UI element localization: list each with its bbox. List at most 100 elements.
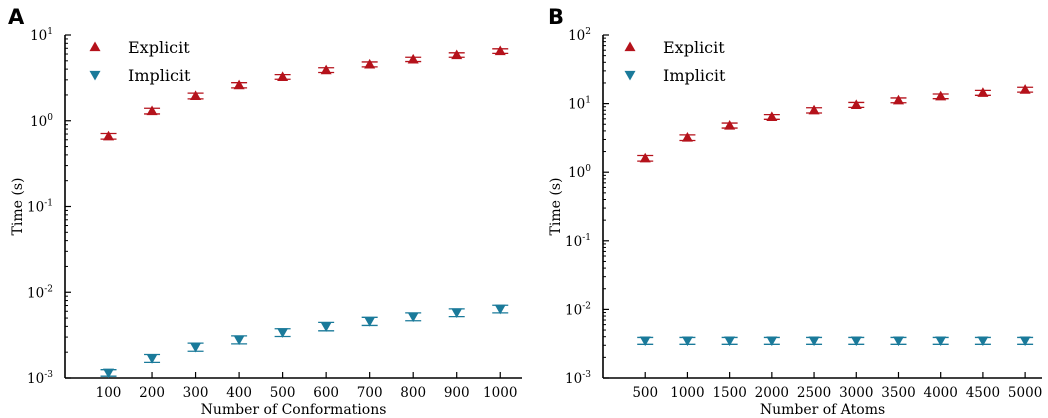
x-tick-label: 100 [96, 385, 122, 401]
y-tick-label: 101 [30, 27, 53, 44]
y-tick-exponent: -3 [44, 370, 53, 380]
y-tick-base: 10 [568, 28, 585, 44]
y-tick-exponent: 1 [47, 27, 53, 37]
x-tick-label: 1000 [483, 385, 517, 401]
data-point-implicit [681, 336, 693, 347]
data-point-implicit [1019, 336, 1031, 347]
data-point-explicit [146, 105, 158, 116]
y-tick-base: 10 [30, 28, 47, 44]
y-tick-base: 10 [568, 165, 585, 181]
legend-label: Explicit [128, 38, 190, 57]
x-tick-label: 5000 [1008, 385, 1042, 401]
data-point-implicit [451, 308, 463, 319]
y-tick-label: 100 [30, 113, 53, 130]
legend-label: Implicit [663, 66, 726, 85]
data-point-implicit [766, 336, 778, 347]
data-point-explicit [103, 130, 115, 141]
data-point-implicit [407, 312, 419, 323]
legend-marker-implicit [624, 70, 636, 81]
data-point-explicit [451, 49, 463, 60]
data-point-explicit [407, 53, 419, 64]
x-tick-label: 3500 [881, 385, 915, 401]
y-tick-base: 10 [565, 371, 582, 387]
y-tick-exponent: 2 [585, 27, 591, 37]
y-tick-exponent: 0 [585, 164, 591, 174]
y-axis-label: Time (s) [548, 178, 564, 236]
data-point-explicit [681, 132, 693, 142]
x-tick-label: 4000 [924, 385, 958, 401]
x-tick-label: 1000 [670, 385, 704, 401]
data-point-implicit [892, 336, 904, 347]
y-tick-base: 10 [565, 234, 582, 250]
panel-letter: A [8, 5, 25, 29]
data-point-implicit [935, 336, 947, 347]
y-tick-exponent: -2 [582, 301, 591, 311]
data-point-explicit [766, 111, 778, 122]
y-tick-base: 10 [27, 285, 44, 301]
x-tick-label: 200 [139, 385, 165, 401]
legend-label: Explicit [663, 38, 725, 57]
data-point-explicit [277, 71, 289, 81]
data-point-implicit [146, 354, 158, 364]
x-axis-label: Number of Conformations [201, 402, 387, 418]
y-tick-label: 10-3 [27, 370, 53, 387]
data-point-implicit [190, 342, 202, 353]
legend-label: Implicit [128, 66, 191, 85]
y-tick-label: 10-2 [565, 301, 591, 318]
data-point-explicit [935, 90, 947, 101]
y-tick-base: 10 [27, 371, 44, 387]
data-point-implicit [277, 328, 289, 338]
data-point-explicit [320, 64, 332, 75]
data-point-implicit [494, 304, 506, 315]
data-point-implicit [233, 335, 245, 346]
x-tick-label: 1500 [712, 385, 746, 401]
x-tick-label: 500 [632, 385, 658, 401]
data-point-implicit [724, 336, 736, 347]
data-point-explicit [233, 79, 245, 90]
x-tick-label: 700 [357, 385, 383, 401]
y-tick-label: 10-1 [565, 233, 591, 250]
x-tick-label: 300 [183, 385, 209, 401]
panel-letter: B [548, 5, 564, 29]
x-tick-label: 500 [270, 385, 296, 401]
x-tick-label: 2000 [755, 385, 789, 401]
data-point-implicit [320, 322, 332, 332]
y-tick-exponent: 0 [47, 113, 53, 123]
x-tick-label: 400 [226, 385, 252, 401]
x-tick-label: 600 [313, 385, 339, 401]
data-point-implicit [103, 368, 115, 379]
y-tick-exponent: 1 [585, 96, 591, 106]
x-tick-label: 3000 [839, 385, 873, 401]
y-tick-exponent: -2 [44, 284, 53, 294]
x-tick-label: 4500 [966, 385, 1000, 401]
data-point-implicit [850, 336, 862, 347]
data-point-implicit [808, 336, 820, 347]
y-tick-label: 101 [568, 96, 591, 113]
y-tick-base: 10 [30, 114, 47, 130]
y-tick-exponent: -1 [44, 199, 53, 209]
y-tick-label: 102 [568, 27, 591, 44]
y-axis-label: Time (s) [10, 178, 26, 236]
data-point-implicit [364, 317, 376, 327]
data-point-implicit [639, 336, 651, 347]
legend-marker-implicit [89, 70, 101, 81]
y-tick-exponent: -3 [582, 370, 591, 380]
data-point-implicit [977, 336, 989, 347]
y-tick-base: 10 [565, 302, 582, 318]
y-tick-label: 100 [568, 164, 591, 181]
y-tick-base: 10 [568, 97, 585, 113]
y-tick-label: 10-1 [27, 199, 53, 216]
data-point-explicit [977, 87, 989, 97]
data-point-explicit [1019, 84, 1031, 94]
data-point-explicit [808, 104, 820, 115]
y-tick-label: 10-2 [27, 284, 53, 301]
data-point-explicit [639, 152, 651, 163]
y-tick-exponent: -1 [582, 233, 591, 243]
data-point-explicit [190, 90, 202, 101]
data-point-explicit [724, 119, 736, 130]
data-point-explicit [850, 99, 862, 109]
data-point-explicit [494, 45, 506, 56]
